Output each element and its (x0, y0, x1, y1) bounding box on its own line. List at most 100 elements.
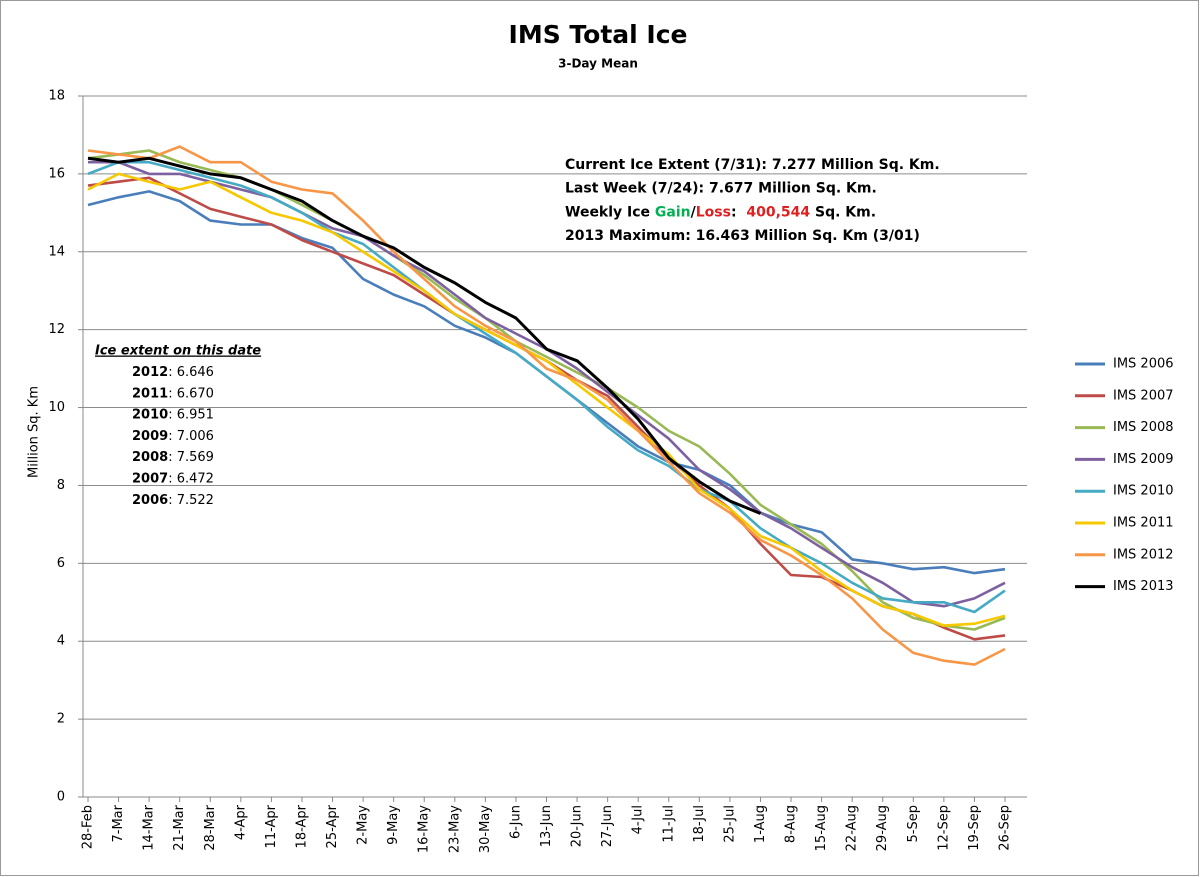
date-box-year: 2007 (132, 471, 168, 486)
x-tick-label: 26-Sep (998, 805, 1013, 851)
date-box-value: 6.646 (177, 365, 214, 380)
x-tick-label: 30-May (478, 805, 493, 853)
y-tick-label: 10 (48, 400, 65, 415)
date-box-entry: 2011: 6.670 (132, 386, 214, 401)
legend-label: IMS 2008 (1113, 420, 1174, 435)
x-tick-label: 23-May (447, 805, 462, 853)
x-tick-label: 13-Jun (539, 805, 554, 847)
date-box-value: 6.951 (177, 407, 214, 422)
x-tick-label: 15-Aug (814, 805, 829, 851)
date-box-separator: : (168, 450, 177, 465)
legend-label: IMS 2009 (1113, 452, 1174, 467)
date-box-entry: 2009: 7.006 (132, 428, 214, 443)
x-tick-label: 29-Aug (875, 805, 890, 851)
x-tick-label: 28-Mar (203, 804, 218, 850)
annotation: 2013 Maximum: 16.463 Million Sq. Km (3/0… (565, 228, 920, 244)
x-tick-label: 16-May (417, 805, 432, 853)
y-tick-label: 4 (57, 634, 65, 649)
date-box-entry: 2008: 7.569 (132, 450, 214, 465)
x-tick-label: 4-Apr (233, 804, 248, 840)
x-tick-label: 20-Jun (570, 805, 585, 847)
legend-label: IMS 2011 (1113, 516, 1174, 531)
x-tick-label: 8-Aug (784, 805, 799, 843)
date-box-value: 7.006 (177, 428, 214, 443)
x-tick-label: 9-May (386, 805, 401, 845)
date-box-value: 7.569 (177, 450, 214, 465)
date-box-separator: : (168, 428, 177, 443)
y-tick-label: 16 (48, 166, 65, 181)
date-box-separator: : (168, 492, 177, 507)
x-tick-label: 7-Mar (111, 804, 126, 842)
date-box-entry: 2006: 7.522 (132, 492, 214, 507)
x-tick-label: 14-Mar (142, 804, 157, 850)
annotation-span: / (691, 204, 697, 220)
date-box-year: 2010 (132, 407, 168, 422)
y-axis-label: Million Sq. Km (27, 386, 42, 478)
date-box-separator: : (168, 471, 177, 486)
x-tick-label: 21-Mar (172, 804, 187, 850)
x-tick-label: 28-Feb (81, 805, 96, 849)
x-tick-label: 27-Jun (600, 805, 615, 847)
date-box-year: 2012 (132, 365, 168, 380)
x-tick-label: 5-Sep (906, 805, 921, 842)
annotation-span: Sq. Km. (810, 204, 876, 220)
x-tick-label: 22-Aug (845, 805, 860, 851)
y-tick-label: 2 (57, 712, 65, 727)
date-box-value: 7.522 (177, 492, 214, 507)
x-tick-label: 25-Apr (325, 804, 340, 848)
annotation: Weekly Ice Gain/Loss: 400,544 Sq. Km. (565, 204, 876, 220)
date-box-value: 6.472 (177, 471, 214, 486)
legend-label: IMS 2010 (1113, 484, 1174, 499)
x-tick-label: 4-Jul (631, 805, 646, 834)
date-box-title: Ice extent on this date (95, 344, 261, 359)
series-line (87, 156, 762, 515)
date-box-separator: : (168, 365, 177, 380)
legend-label: IMS 2012 (1113, 547, 1174, 562)
x-tick-label: 12-Sep (936, 805, 951, 851)
date-box-year: 2009 (132, 428, 168, 443)
y-tick-label: 12 (48, 322, 65, 337)
annotation: Current Ice Extent (7/31): 7.277 Million… (565, 157, 940, 173)
x-tick-label: 18-Apr (294, 804, 309, 848)
annotation-span: Loss (696, 204, 731, 220)
legend-label: IMS 2007 (1113, 388, 1174, 403)
series-line (87, 172, 1006, 627)
date-box-entry: 2012: 6.646 (132, 365, 214, 380)
legend-label: IMS 2006 (1113, 357, 1174, 372)
annotation-span: Current Ice Extent (7/31): 7.277 Million… (565, 157, 940, 173)
x-tick-label: 18-Jul (692, 805, 707, 843)
date-box-year: 2006 (132, 492, 168, 507)
date-box-value: 6.670 (177, 386, 214, 401)
date-box-entry: 2007: 6.472 (132, 471, 214, 486)
date-box-separator: : (168, 407, 177, 422)
annotation-span: 400,544 (746, 204, 810, 220)
annotation-span: 2013 Maximum: 16.463 Million Sq. Km (3/0… (565, 228, 920, 244)
chart-subtitle: 3-Day Mean (558, 57, 638, 71)
x-tick-label: 6-Jun (508, 805, 523, 839)
x-tick-label: 19-Sep (967, 805, 982, 851)
date-box-year: 2011 (132, 386, 168, 401)
x-tick-label: 11-Jul (661, 805, 676, 843)
x-tick-label: 2-May (356, 805, 371, 845)
annotation-span: Last Week (7/24): 7.677 Million Sq. Km. (565, 181, 877, 197)
date-box-year: 2008 (132, 450, 168, 465)
annotation-span: Gain (655, 204, 691, 220)
x-tick-label: 25-Jul (722, 805, 737, 843)
series-line (87, 145, 1006, 666)
series-line (87, 160, 1006, 614)
chart-title: IMS Total Ice (509, 20, 688, 49)
date-box-entry: 2010: 6.951 (132, 407, 214, 422)
y-tick-label: 18 (48, 89, 65, 104)
y-tick-label: 6 (57, 556, 65, 571)
legend-label: IMS 2013 (1113, 579, 1174, 594)
x-tick-label: 11-Apr (264, 804, 279, 848)
y-tick-label: 0 (57, 790, 65, 805)
x-tick-label: 1-Aug (753, 805, 768, 843)
annotation-span: : (731, 204, 746, 220)
annotation-span: Weekly Ice (565, 204, 655, 220)
date-box-separator: : (168, 386, 177, 401)
y-tick-label: 14 (48, 244, 65, 259)
annotation: Last Week (7/24): 7.677 Million Sq. Km. (565, 181, 877, 197)
